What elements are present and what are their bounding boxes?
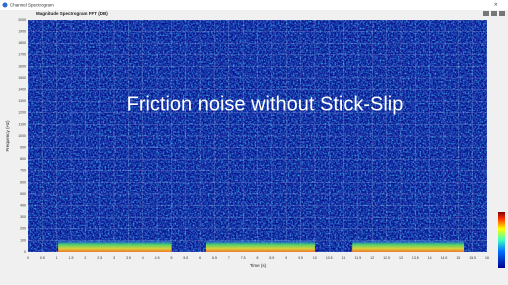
x-tick-label: 13 (399, 256, 403, 260)
y-tick-label: 1300 (18, 99, 26, 103)
x-tick-label: 5.5 (183, 256, 188, 260)
x-tick-label: 2 (84, 256, 86, 260)
y-tick-label: 2000 (18, 18, 26, 22)
energy-burst (352, 240, 464, 252)
page: {"window": {"title": "Channel Spectrogra… (0, 0, 508, 280)
x-tick-label: 11 (342, 256, 346, 260)
x-tick-label: 13.5 (412, 256, 419, 260)
y-tick-label: 1100 (18, 122, 26, 126)
y-tick-label: 300 (20, 215, 26, 219)
x-tick-label: 12 (370, 256, 374, 260)
y-tick-label: 100 (20, 238, 26, 242)
x-tick-label: 12.5 (383, 256, 390, 260)
toolbar-button[interactable] (499, 11, 505, 16)
x-tick-label: 8 (257, 256, 259, 260)
window: Channel Spectrogram × Magnitude Spectrog… (0, 0, 508, 280)
x-tick-label: 4.5 (155, 256, 160, 260)
y-tick-label: 200 (20, 227, 26, 231)
x-tick-label: 3.5 (126, 256, 131, 260)
y-tick-label: 400 (20, 204, 26, 208)
x-tick-label: 14.5 (441, 256, 448, 260)
app-icon (3, 3, 8, 8)
x-axis-label: Time (s) (250, 263, 267, 268)
energy-burst (58, 240, 171, 252)
window-title: Channel Spectrogram (10, 3, 54, 8)
x-tick-label: 6 (199, 256, 201, 260)
x-tick-label: 10 (313, 256, 317, 260)
x-tick-label: 8.5 (269, 256, 274, 260)
x-tick-label: 10.5 (326, 256, 333, 260)
y-tick-label: 0 (24, 250, 26, 254)
x-tick-label: 4 (142, 256, 144, 260)
y-tick-label: 1900 (18, 30, 26, 34)
y-tick-label: 600 (20, 180, 26, 184)
y-tick-label: 1600 (18, 64, 26, 68)
chart-title: Magnitude Spectrogram FFT (DB) (36, 11, 108, 16)
y-tick-label: 1400 (18, 88, 26, 92)
y-tick-label: 700 (20, 169, 26, 173)
close-button[interactable]: × (494, 3, 498, 9)
x-tick-label: 2.5 (97, 256, 102, 260)
y-tick-label: 1000 (18, 134, 26, 138)
y-tick-label: 800 (20, 157, 26, 161)
x-tick-label: 11.5 (355, 256, 362, 260)
x-tick-label: 15.5 (469, 256, 476, 260)
x-tick-label: 14 (428, 256, 432, 260)
x-tick-label: 3 (113, 256, 115, 260)
y-tick-label: 900 (20, 146, 26, 150)
x-tick-label: 7.5 (241, 256, 246, 260)
annotation: Friction noise without Stick-Slip (127, 93, 404, 115)
x-tick-label: 5 (170, 256, 172, 260)
x-tick-label: 9 (285, 256, 287, 260)
title-bar (0, 0, 508, 10)
y-tick-label: 1500 (18, 76, 26, 80)
y-tick-label: 500 (20, 192, 26, 196)
energy-burst (206, 240, 315, 252)
x-tick-label: 7 (228, 256, 230, 260)
x-tick-label: 15 (456, 256, 460, 260)
x-tick-label: 1 (56, 256, 58, 260)
colorbar (498, 212, 505, 268)
y-tick-label: 1700 (18, 53, 26, 57)
x-tick-label: 0.5 (40, 256, 45, 260)
y-tick-label: 1800 (18, 41, 26, 45)
toolbar-button[interactable] (483, 11, 489, 16)
y-axis-label: Frequency (Hz) (5, 120, 10, 152)
y-tick-label: 1200 (18, 111, 26, 115)
x-tick-label: 16 (485, 256, 489, 260)
x-tick-label: 6.5 (212, 256, 217, 260)
x-tick-label: 0 (27, 256, 29, 260)
x-tick-label: 9.5 (298, 256, 303, 260)
x-tick-label: 1.5 (69, 256, 74, 260)
toolbar-button[interactable] (491, 11, 497, 16)
